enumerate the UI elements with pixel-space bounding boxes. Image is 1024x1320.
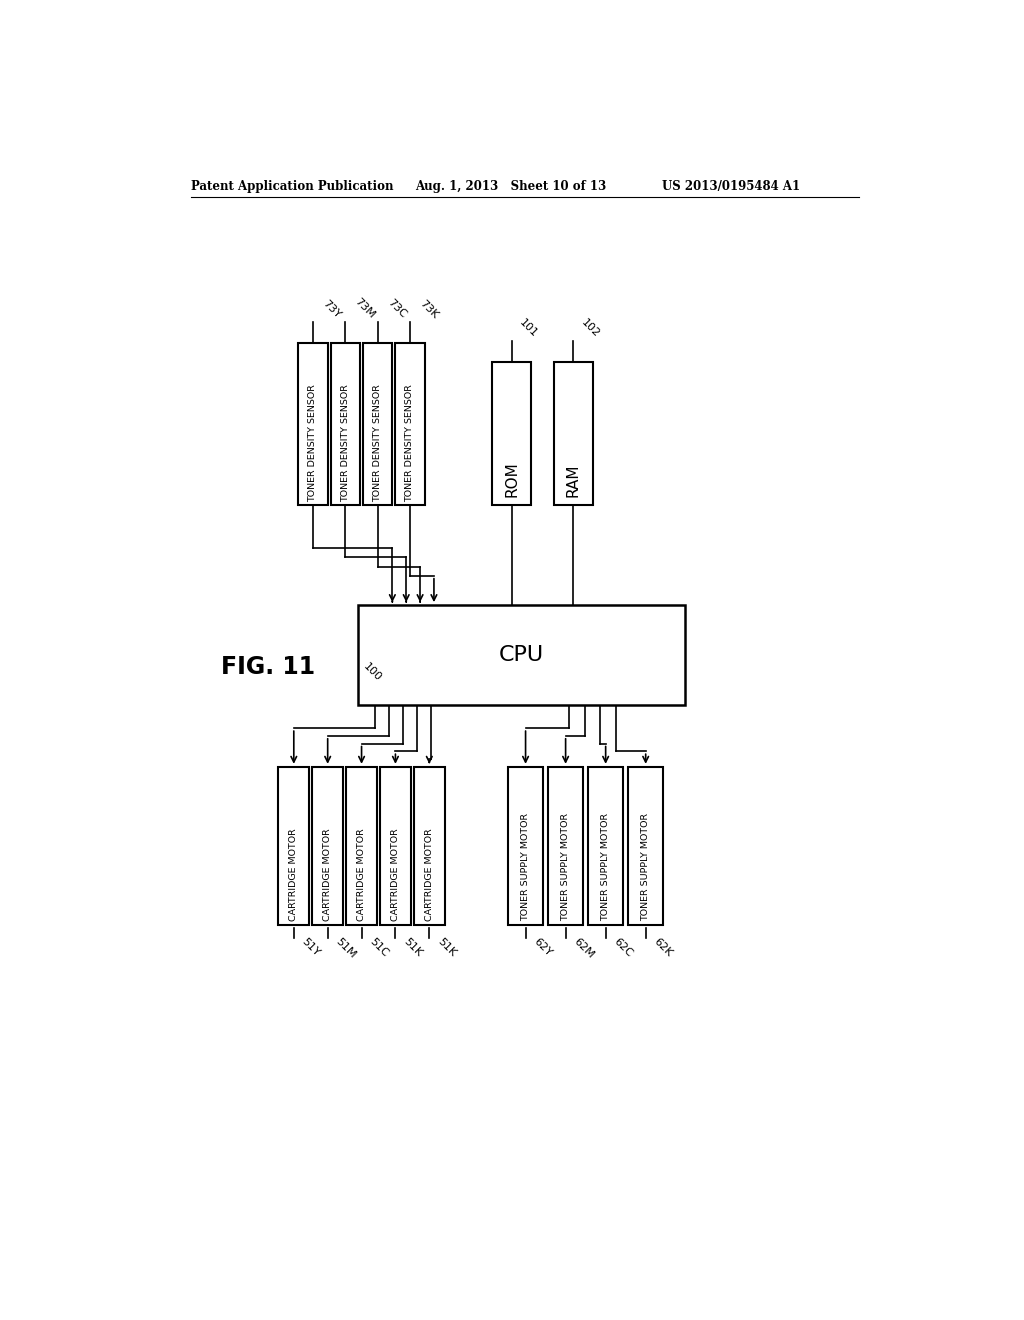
Text: TONER DENSITY SENSOR: TONER DENSITY SENSOR xyxy=(406,384,415,502)
Text: 51K: 51K xyxy=(401,936,424,958)
Bar xyxy=(364,343,392,506)
Text: 73Y: 73Y xyxy=(321,298,343,321)
Text: 62M: 62M xyxy=(571,936,596,960)
Bar xyxy=(298,343,328,506)
Bar xyxy=(346,767,377,924)
Bar xyxy=(414,767,444,924)
Text: 51M: 51M xyxy=(334,936,357,960)
Text: US 2013/0195484 A1: US 2013/0195484 A1 xyxy=(662,181,800,194)
Bar xyxy=(380,767,411,924)
Bar xyxy=(588,767,624,924)
Text: Patent Application Publication: Patent Application Publication xyxy=(190,181,393,194)
Text: 73C: 73C xyxy=(385,297,408,321)
Bar xyxy=(493,363,531,506)
Text: FIG. 11: FIG. 11 xyxy=(221,655,315,678)
Text: CARTRIDGE MOTOR: CARTRIDGE MOTOR xyxy=(357,829,366,921)
Text: 62K: 62K xyxy=(652,936,674,958)
Text: 62Y: 62Y xyxy=(531,936,554,958)
Bar xyxy=(548,767,584,924)
Text: 51Y: 51Y xyxy=(300,936,322,958)
Bar xyxy=(357,605,685,705)
Text: TONER SUPPLY MOTOR: TONER SUPPLY MOTOR xyxy=(561,813,570,921)
Text: TONER SUPPLY MOTOR: TONER SUPPLY MOTOR xyxy=(521,813,530,921)
Bar xyxy=(331,343,360,506)
Text: 51K: 51K xyxy=(435,936,458,958)
Bar xyxy=(279,767,309,924)
Text: 73M: 73M xyxy=(353,296,377,321)
Text: CARTRIDGE MOTOR: CARTRIDGE MOTOR xyxy=(290,829,298,921)
Text: TONER SUPPLY MOTOR: TONER SUPPLY MOTOR xyxy=(601,813,610,921)
Text: TONER SUPPLY MOTOR: TONER SUPPLY MOTOR xyxy=(641,813,650,921)
Text: 73K: 73K xyxy=(418,298,440,321)
Text: CARTRIDGE MOTOR: CARTRIDGE MOTOR xyxy=(324,829,332,921)
Bar xyxy=(312,767,343,924)
Text: 100: 100 xyxy=(361,661,383,684)
Text: 102: 102 xyxy=(580,317,601,339)
Text: 51C: 51C xyxy=(368,936,390,958)
Bar xyxy=(395,343,425,506)
Text: Aug. 1, 2013   Sheet 10 of 13: Aug. 1, 2013 Sheet 10 of 13 xyxy=(416,181,606,194)
Text: 62C: 62C xyxy=(611,936,634,958)
Bar xyxy=(554,363,593,506)
Bar xyxy=(508,767,544,924)
Text: TONER DENSITY SENSOR: TONER DENSITY SENSOR xyxy=(341,384,350,502)
Text: 101: 101 xyxy=(518,317,540,339)
Text: CPU: CPU xyxy=(499,645,544,665)
Text: TONER DENSITY SENSOR: TONER DENSITY SENSOR xyxy=(308,384,317,502)
Text: RAM: RAM xyxy=(566,463,581,498)
Text: TONER DENSITY SENSOR: TONER DENSITY SENSOR xyxy=(373,384,382,502)
Text: ROM: ROM xyxy=(504,462,519,498)
Text: CARTRIDGE MOTOR: CARTRIDGE MOTOR xyxy=(425,829,434,921)
Bar xyxy=(628,767,664,924)
Text: CARTRIDGE MOTOR: CARTRIDGE MOTOR xyxy=(391,829,400,921)
